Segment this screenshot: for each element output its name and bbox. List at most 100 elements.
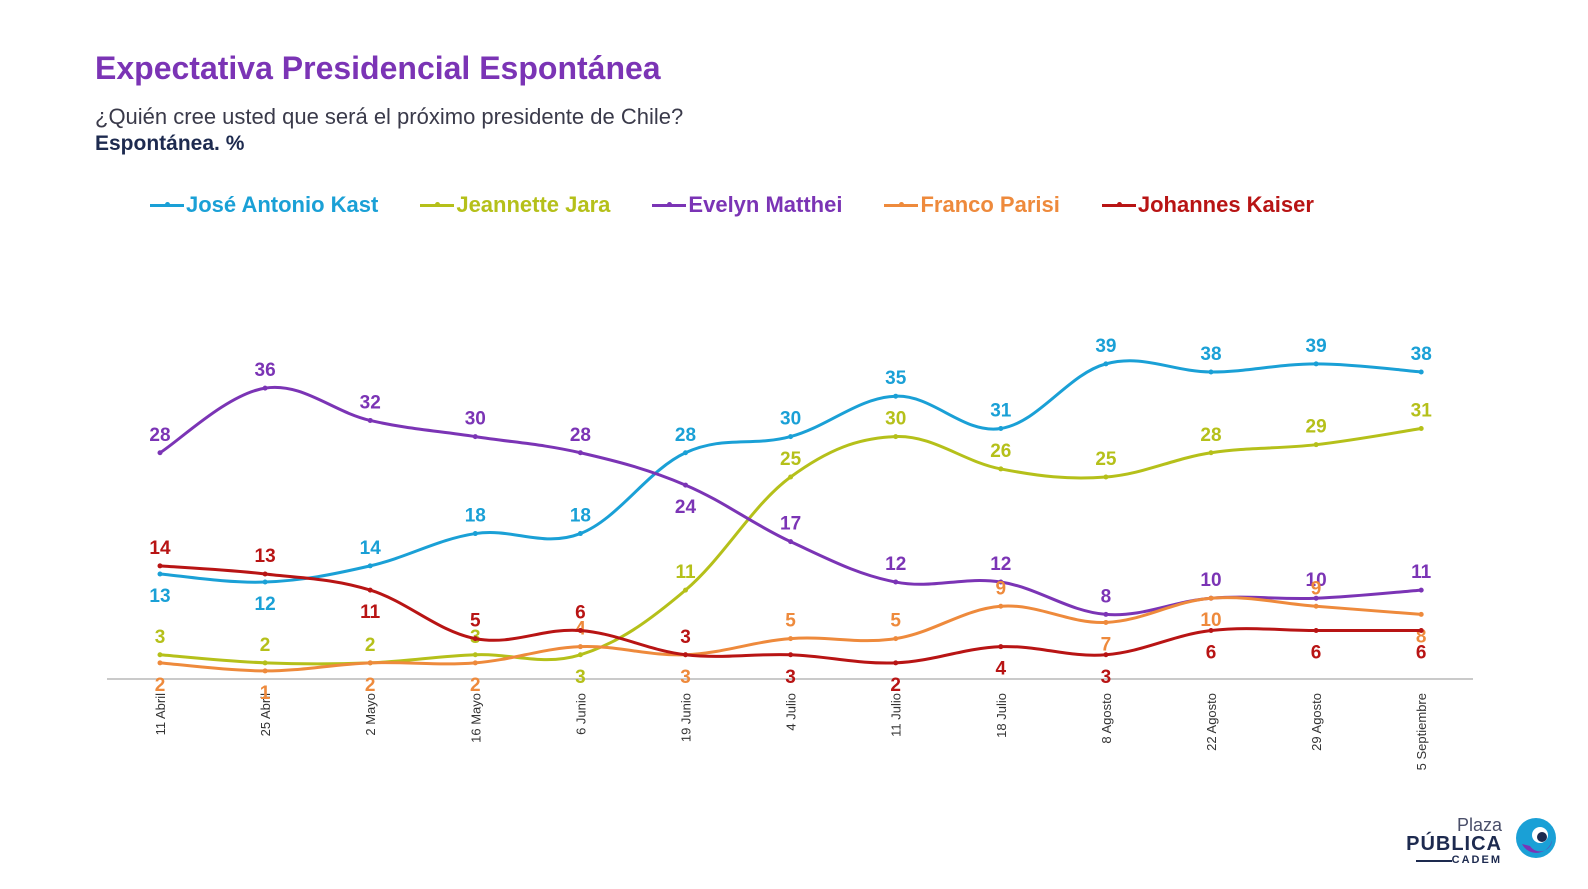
logo-plaza-text: Plaza <box>1456 815 1502 835</box>
data-point-kaiser <box>1103 652 1109 658</box>
data-point-parisi <box>1418 611 1424 617</box>
data-point-jara <box>998 466 1004 472</box>
x-tick-label: 19 Junio <box>679 693 694 742</box>
series-line-kast <box>158 359 1423 584</box>
data-point-parisi <box>157 660 163 666</box>
data-label-parisi: 2 <box>365 675 376 696</box>
x-tick-label: 8 Agosto <box>1099 693 1114 744</box>
data-label-parisi: 7 <box>1101 634 1112 655</box>
legend-item-jara: Jeannette Jara <box>420 190 610 220</box>
data-label-kast: 28 <box>675 425 696 446</box>
data-point-jara <box>1418 426 1424 432</box>
data-point-jara <box>893 434 899 440</box>
data-label-kaiser: 3 <box>785 667 796 688</box>
data-label-jara: 2 <box>365 635 376 656</box>
x-tick-label: 18 Julio <box>994 693 1009 738</box>
legend-label-kast: José Antonio Kast <box>186 192 379 217</box>
data-point-kaiser <box>472 636 478 642</box>
data-label-kast: 38 <box>1200 344 1221 365</box>
data-label-jara: 31 <box>1411 401 1433 422</box>
data-point-jara <box>788 474 794 480</box>
x-tick-label: 5 Septiembre <box>1414 693 1429 770</box>
legend-swatch-parisi <box>884 201 919 207</box>
data-point-kast <box>1418 369 1424 375</box>
data-point-jara <box>577 652 583 658</box>
data-label-jara: 25 <box>1095 449 1117 470</box>
legend: José Antonio Kast Jeannette Jara Evelyn … <box>150 190 1314 220</box>
data-label-parisi: 1 <box>260 683 271 704</box>
data-label-matthei: 36 <box>255 360 276 381</box>
data-point-jara <box>683 587 688 593</box>
data-label-matthei: 28 <box>570 425 591 446</box>
data-label-kaiser: 6 <box>1311 643 1322 664</box>
data-point-jara <box>1208 450 1214 456</box>
data-label-kaiser: 3 <box>680 627 691 648</box>
data-label-kast: 14 <box>360 538 382 559</box>
data-point-kaiser <box>1313 628 1319 634</box>
legend-swatch-jara <box>420 201 455 207</box>
data-point-kaiser <box>683 652 688 658</box>
logo-publica-text: PÚBLICA <box>1406 833 1502 855</box>
data-point-parisi <box>367 660 373 666</box>
data-label-kast: 13 <box>149 586 170 607</box>
data-point-matthei <box>998 579 1004 585</box>
data-label-parisi: 3 <box>680 667 691 688</box>
data-label-jara: 30 <box>885 409 906 430</box>
x-tick-label: 11 Abril <box>153 693 168 736</box>
data-label-matthei: 32 <box>360 392 381 413</box>
data-label-matthei: 10 <box>1306 570 1327 591</box>
data-label-parisi: 5 <box>785 611 796 632</box>
data-label-kaiser: 6 <box>1206 643 1217 664</box>
data-point-parisi <box>262 668 268 674</box>
data-label-kaiser: 11 <box>360 602 381 623</box>
legend-swatch-kaiser <box>1101 201 1136 207</box>
data-label-jara: 3 <box>575 667 586 688</box>
data-label-kaiser: 13 <box>255 546 276 567</box>
data-label-kast: 30 <box>780 409 801 430</box>
x-tick-label: 22 Agosto <box>1204 693 1219 751</box>
data-point-kaiser <box>262 571 268 577</box>
data-point-jara <box>157 652 163 658</box>
data-point-parisi <box>788 636 794 642</box>
data-label-parisi: 9 <box>1311 578 1322 599</box>
data-label-kast: 38 <box>1411 344 1432 365</box>
data-point-parisi <box>998 603 1004 609</box>
data-point-kast <box>1208 369 1214 375</box>
data-label-kaiser: 6 <box>575 603 586 624</box>
data-point-kast <box>893 393 899 399</box>
legend-label-kaiser: Johannes Kaiser <box>1137 192 1314 217</box>
legend-item-kaiser: Johannes Kaiser <box>1101 190 1314 220</box>
data-point-jara <box>472 652 478 658</box>
data-label-matthei: 11 <box>1411 562 1432 583</box>
legend-swatch-matthei <box>652 201 687 207</box>
data-point-kaiser <box>788 652 794 658</box>
data-point-kaiser <box>1208 628 1214 634</box>
data-label-kast: 12 <box>255 594 276 615</box>
data-point-parisi <box>472 660 478 666</box>
data-label-parisi: 2 <box>470 675 481 696</box>
legend-label-parisi: Franco Parisi <box>920 192 1060 217</box>
data-point-kaiser <box>1418 628 1424 634</box>
data-label-matthei: 17 <box>780 514 801 535</box>
data-label-kast: 18 <box>465 506 486 527</box>
legend-item-kast: José Antonio Kast <box>150 190 378 220</box>
chart-title: Expectativa Presidencial Espontánea <box>95 50 661 86</box>
data-label-parisi: 5 <box>890 611 901 632</box>
data-point-matthei <box>683 482 688 488</box>
data-point-kast <box>1313 361 1319 367</box>
data-point-matthei <box>1418 587 1424 593</box>
data-point-kaiser <box>893 660 899 666</box>
data-label-kaiser: 14 <box>149 538 171 559</box>
data-point-kast <box>472 531 478 537</box>
x-tick-label: 16 Mayo <box>468 693 483 743</box>
data-point-matthei <box>1313 595 1319 601</box>
chart-subtitle: ¿Quién cree usted que será el próximo pr… <box>95 104 684 129</box>
data-point-kaiser <box>577 628 583 634</box>
data-point-jara <box>1103 474 1109 480</box>
data-label-kaiser: 6 <box>1416 643 1427 664</box>
data-label-jara: 28 <box>1200 425 1221 446</box>
logo-swirl-icon <box>1516 818 1556 858</box>
data-point-kaiser <box>367 587 373 593</box>
data-label-kaiser: 3 <box>1101 667 1112 688</box>
